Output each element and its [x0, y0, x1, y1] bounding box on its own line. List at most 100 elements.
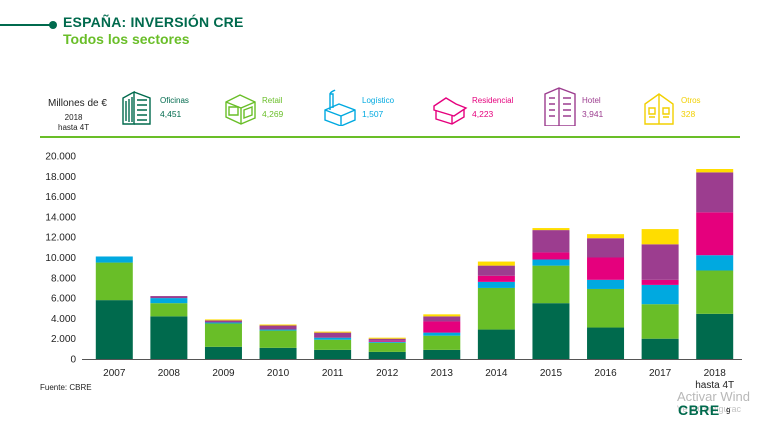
bar-segment-retail [314, 339, 352, 350]
y-tick-label: 16.000 [45, 192, 76, 203]
bar-segment-retail [477, 287, 515, 330]
bar-segment-hotel [477, 265, 515, 276]
x-tick-label: 2016 [594, 368, 617, 379]
bar-segment-residencial [587, 257, 625, 280]
bar-segment-retail [259, 330, 297, 348]
bar-segment-logistico [587, 279, 625, 289]
legend-value-residencial: 4,223 [472, 109, 494, 119]
warehouse-icon [324, 89, 356, 126]
page-title: ESPAÑA: INVERSIÓN CRE [63, 14, 244, 30]
bar-segment-hotel [368, 338, 406, 341]
bar-segment-logistico [150, 298, 188, 304]
bar-segment-hotel [423, 316, 461, 322]
bar-segment-oficinas [532, 303, 570, 359]
y-tick-label: 14.000 [45, 212, 76, 223]
bar-segment-otros [368, 337, 406, 339]
bar-segment-retail [95, 262, 133, 301]
bar-segment-residencial [641, 279, 679, 285]
legend-name-otros: Otros [681, 96, 701, 105]
page-subtitle: Todos los sectores [63, 31, 190, 47]
bar-segment-residencial [423, 321, 461, 333]
y-tick-label: 18.000 [45, 172, 76, 183]
bar-segment-residencial [532, 252, 570, 260]
house-icon [433, 97, 468, 125]
bar-segment-hotel [641, 244, 679, 280]
bar-segment-residencial [696, 212, 734, 256]
legend-value-logistico: 1,507 [362, 109, 384, 119]
x-tick-label: 2013 [431, 368, 454, 379]
legend-value-otros: 328 [681, 109, 696, 119]
bar-segment-retail [641, 304, 679, 339]
y-tick-label: 0 [70, 355, 76, 366]
bar-segment-oficinas [641, 338, 679, 359]
legend-name-retail: Retail [262, 96, 283, 105]
bar-segment-retail [368, 342, 406, 352]
other-building-icon [644, 93, 674, 125]
bar-segment-logistico [696, 255, 734, 271]
bar-segment-hotel [532, 230, 570, 253]
page-number: 9 [726, 407, 731, 416]
bar-segment-otros [696, 169, 734, 173]
bar-segment-hotel [150, 296, 188, 299]
bar-segment-retail [587, 288, 625, 328]
legend-value-hotel: 3,941 [582, 109, 604, 119]
bar-segment-logistico [204, 322, 242, 324]
hotel-icon [544, 87, 576, 126]
bar-segment-oficinas [587, 327, 625, 359]
bar-segment-retail [532, 265, 570, 304]
legend-value-retail: 4,269 [262, 109, 284, 119]
x-tick-label: 2008 [158, 368, 181, 379]
header-rule [0, 24, 52, 26]
bar-segment-logistico [532, 259, 570, 266]
bar-segment-oficinas [423, 349, 461, 359]
bar-segment-oficinas [368, 351, 406, 359]
bar-segment-oficinas [259, 347, 297, 359]
x-tick-label: 2015 [540, 368, 563, 379]
bar-segment-retail [150, 303, 188, 317]
bar-segment-oficinas [696, 313, 734, 359]
bar-segment-hotel [259, 325, 297, 330]
bar-segment-otros [587, 234, 625, 239]
x-tick-label: 2017 [649, 368, 672, 379]
legend-value-oficinas: 4,451 [160, 109, 182, 119]
x-tick-label: 2018 [704, 368, 727, 379]
bar-segment-oficinas [204, 346, 242, 359]
bar-segment-otros [641, 229, 679, 245]
retail-store-icon [225, 94, 256, 125]
legend-period-quarter: hasta 4T [58, 123, 90, 132]
legend-name-oficinas: Oficinas [160, 96, 189, 105]
bar-segment-otros [423, 314, 461, 317]
bar-segment-logistico [314, 337, 352, 340]
legend-name-hotel: Hotel [582, 96, 601, 105]
bar-segment-retail [423, 335, 461, 350]
bar-segment-logistico [641, 284, 679, 305]
bar-segment-logistico [477, 281, 515, 288]
y-tick-label: 8.000 [51, 273, 76, 284]
bar-segment-oficinas [314, 349, 352, 359]
bar-segment-otros [532, 228, 570, 231]
legend-name-logistico: Logístico [362, 96, 395, 105]
bar-segment-logistico [368, 341, 406, 343]
x-tick-sublabel: hasta 4T [695, 380, 734, 391]
y-tick-label: 10.000 [45, 253, 76, 264]
legend-name-residencial: Residencial [472, 96, 514, 105]
bar-segment-hotel [696, 172, 734, 213]
bar-segment-logistico [259, 329, 297, 331]
bar-segment-logistico [423, 332, 461, 336]
y-tick-label: 12.000 [45, 233, 76, 244]
y-tick-label: 6.000 [51, 294, 76, 305]
windows-activation-watermark: Activar Wind [677, 389, 750, 404]
bar-segment-otros [314, 331, 352, 333]
x-tick-label: 2007 [103, 368, 126, 379]
legend-period-year: 2018 [64, 113, 83, 122]
bar-segment-retail [696, 270, 734, 314]
bar-segment-otros [477, 261, 515, 266]
office-building-icon [122, 90, 151, 125]
bar-segment-retail [204, 323, 242, 347]
bar-segment-otros [204, 319, 242, 321]
header-dot [49, 21, 57, 29]
bar-segment-oficinas [477, 329, 515, 359]
y-tick-label: 20.000 [45, 152, 76, 163]
bar-segment-logistico [95, 256, 133, 263]
